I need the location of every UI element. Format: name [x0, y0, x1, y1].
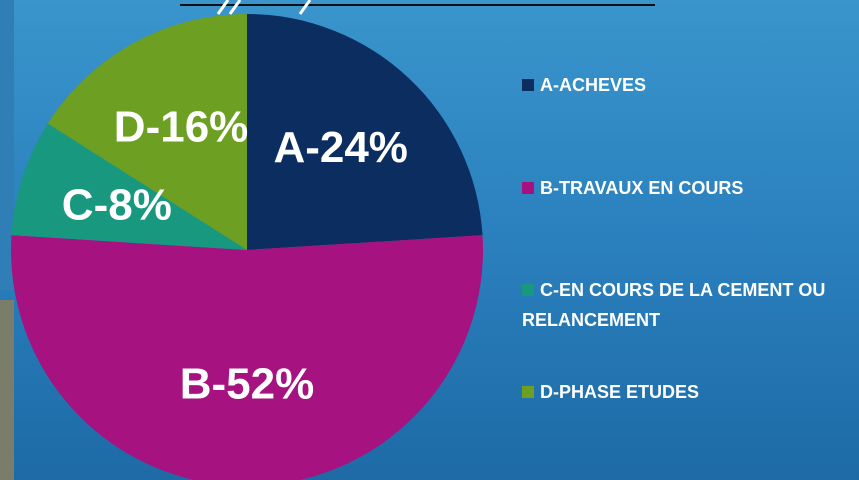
pie-slice [11, 123, 247, 250]
legend-label: A-ACHEVES [540, 75, 647, 95]
legend-label: C-EN COURS DE LA CEMENT OU RELANCEMENT [522, 280, 826, 330]
pie-slice [247, 14, 483, 250]
legend-swatch [522, 386, 534, 398]
legend-label: D-PHASE ETUDES [540, 382, 700, 402]
legend-swatch [522, 182, 534, 194]
decor-line [228, 0, 242, 15]
legend-label: B-TRAVAUX EN COURS [540, 178, 744, 198]
data-label: D-16% [114, 103, 249, 152]
legend-item: A-ACHEVES [522, 70, 852, 100]
pie-slice [47, 14, 247, 250]
legend-item: B-TRAVAUX EN COURS [522, 173, 852, 203]
photo-strip [0, 300, 14, 480]
data-label: C-8% [62, 180, 172, 229]
legend-item: C-EN COURS DE LA CEMENT OU RELANCEMENT [522, 275, 852, 335]
photo-strip [0, 0, 14, 290]
legend-item: D-PHASE ETUDES [522, 377, 852, 407]
legend-swatch [522, 79, 534, 91]
data-label: A-24% [273, 123, 408, 172]
data-label: B-52% [180, 360, 315, 409]
decor-line [298, 0, 312, 15]
pie-slice [11, 235, 483, 480]
legend-swatch [522, 284, 534, 296]
decor-line [216, 0, 230, 15]
